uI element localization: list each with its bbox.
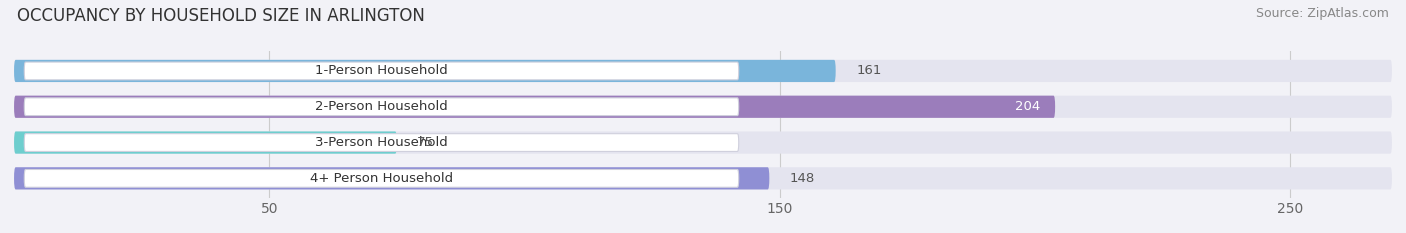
FancyBboxPatch shape — [24, 134, 738, 151]
FancyBboxPatch shape — [14, 167, 1392, 189]
FancyBboxPatch shape — [14, 131, 1392, 154]
Text: 3-Person Household: 3-Person Household — [315, 136, 449, 149]
FancyBboxPatch shape — [14, 60, 835, 82]
Text: 161: 161 — [856, 65, 882, 77]
FancyBboxPatch shape — [24, 98, 738, 116]
Text: 75: 75 — [418, 136, 434, 149]
Text: 2-Person Household: 2-Person Household — [315, 100, 449, 113]
Text: 4+ Person Household: 4+ Person Household — [309, 172, 453, 185]
Text: 1-Person Household: 1-Person Household — [315, 65, 449, 77]
Text: 148: 148 — [790, 172, 815, 185]
FancyBboxPatch shape — [14, 167, 769, 189]
FancyBboxPatch shape — [14, 96, 1392, 118]
FancyBboxPatch shape — [24, 169, 738, 187]
FancyBboxPatch shape — [14, 60, 1392, 82]
Text: Source: ZipAtlas.com: Source: ZipAtlas.com — [1256, 7, 1389, 20]
FancyBboxPatch shape — [14, 131, 396, 154]
Text: OCCUPANCY BY HOUSEHOLD SIZE IN ARLINGTON: OCCUPANCY BY HOUSEHOLD SIZE IN ARLINGTON — [17, 7, 425, 25]
FancyBboxPatch shape — [14, 96, 1054, 118]
Text: 204: 204 — [1015, 100, 1040, 113]
FancyBboxPatch shape — [24, 62, 738, 80]
